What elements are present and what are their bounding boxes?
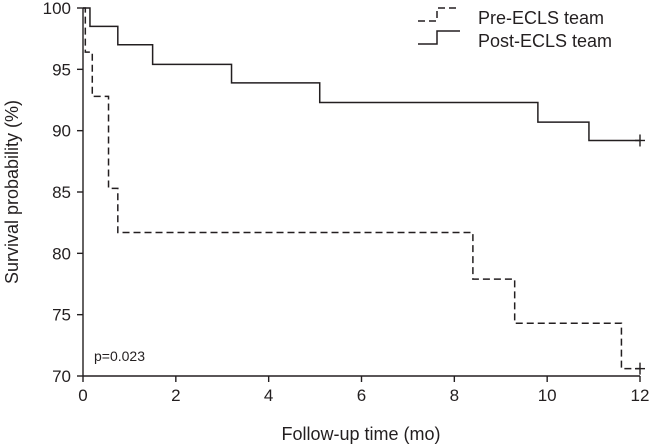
- x-tick-label: 10: [538, 386, 557, 405]
- x-ticks: 0 2 4 6 8 10 12: [78, 376, 649, 405]
- y-tick-label: 100: [43, 0, 71, 18]
- x-tick-label: 4: [264, 386, 273, 405]
- y-ticks: 70 75 80 85 90 95 100: [43, 0, 83, 386]
- y-tick-label: 80: [52, 244, 71, 263]
- legend-swatch: [418, 7, 460, 22]
- x-tick-label: 0: [78, 386, 87, 405]
- x-tick-label: 8: [450, 386, 459, 405]
- y-tick-label: 90: [52, 122, 71, 141]
- legend-label: Post-ECLS team: [478, 31, 612, 51]
- series-line-post-ecls: [83, 7, 640, 142]
- y-axis-label: Survival probability (%): [2, 100, 22, 284]
- legend-label: Pre-ECLS team: [478, 8, 604, 28]
- x-tick-label: 12: [631, 386, 650, 405]
- p-value-annotation: p=0.023: [94, 348, 145, 364]
- axes: [82, 8, 640, 377]
- legend: Pre-ECLS team Post-ECLS team: [418, 7, 612, 51]
- x-tick-label: 6: [357, 386, 366, 405]
- series-layer: [83, 7, 645, 375]
- legend-swatch: [418, 30, 460, 45]
- x-tick-label: 2: [171, 386, 180, 405]
- y-tick-label: 75: [52, 306, 71, 325]
- y-tick-label: 95: [52, 60, 71, 79]
- x-axis-label: Follow-up time (mo): [281, 424, 440, 444]
- series-line-pre-ecls: [83, 7, 640, 370]
- y-tick-label: 85: [52, 183, 71, 202]
- y-tick-label: 70: [52, 367, 71, 386]
